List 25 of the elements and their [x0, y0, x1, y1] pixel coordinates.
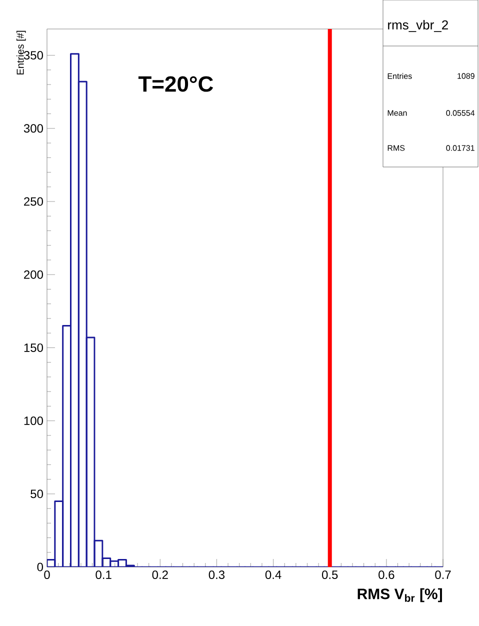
- text: 1089: [458, 73, 474, 79]
- x-tick-label: 0.5: [322, 570, 338, 580]
- annotation: T=20°C: [138, 76, 214, 92]
- x-tick-label: 0.1: [96, 570, 112, 580]
- y-tick-label: 300: [24, 124, 43, 133]
- text: 0.05554: [446, 110, 475, 116]
- annotation: Mean: [388, 110, 407, 116]
- x-tick-label: 0.7: [435, 570, 451, 580]
- x-tick-label: 0.3: [208, 570, 225, 580]
- y-tick-label: 100: [24, 416, 43, 426]
- annotation: RMS: [388, 145, 405, 151]
- x-axis-title: RMS V$_{br}$ [%]: [358, 588, 442, 602]
- x-tick-label: 0.4: [265, 570, 282, 580]
- y-tick-label: 200: [24, 270, 43, 279]
- y-tick-label: 250: [24, 197, 43, 206]
- x-tick-label: 0.6: [378, 570, 394, 580]
- y-tick-label: 0: [37, 562, 44, 572]
- y-tick-label: 350: [24, 51, 43, 60]
- x-tick-label: 0: [44, 570, 50, 580]
- annotation: rms_vbr_2: [388, 20, 448, 32]
- text: 0.01731: [446, 145, 474, 151]
- annotation: Entries: [388, 73, 412, 79]
- y-tick-label: 50: [30, 490, 43, 498]
- y-tick-label: 150: [24, 343, 43, 352]
- x-tick-label: 0.2: [152, 570, 168, 580]
